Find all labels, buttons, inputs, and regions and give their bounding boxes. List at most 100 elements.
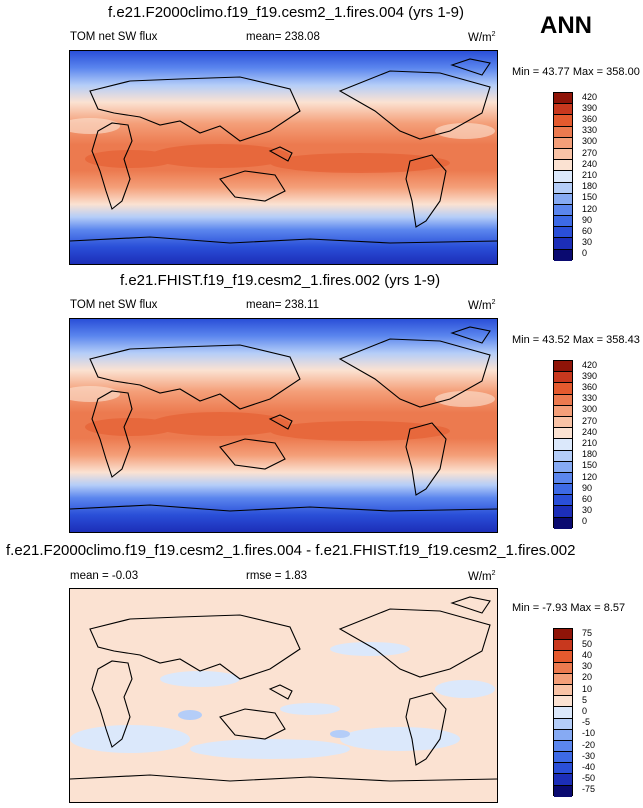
colorbar-segment bbox=[554, 763, 572, 775]
panel-2-minmax: Min = 43.52 Max = 358.43 bbox=[512, 334, 640, 346]
colorbar-segment bbox=[554, 361, 572, 373]
colorbar-segment bbox=[554, 249, 572, 261]
colorbar-tick-label: 420 bbox=[582, 359, 598, 370]
colorbar-tick-label: 330 bbox=[582, 393, 598, 404]
colorbar-segment bbox=[554, 662, 572, 674]
panel-1-colorbar bbox=[553, 92, 573, 261]
colorbar-segment bbox=[554, 472, 572, 485]
panel-3-title: f.e21.F2000climo.f19_f19.cesm2_1.fires.0… bbox=[6, 542, 576, 559]
colorbar-segment bbox=[554, 238, 572, 250]
colorbar-tick-label: -5 bbox=[582, 717, 591, 728]
panel-3-map bbox=[69, 588, 498, 803]
colorbar-segment bbox=[554, 495, 572, 507]
panel-3-minmax: Min = -7.93 Max = 8.57 bbox=[512, 602, 626, 614]
colorbar-segment bbox=[554, 160, 572, 172]
colorbar-tick-label: 270 bbox=[582, 415, 598, 426]
colorbar-tick-label: 150 bbox=[582, 192, 598, 203]
panel-1-minmax: Min = 43.77 Max = 358.00 bbox=[512, 66, 640, 78]
colorbar-segment bbox=[554, 774, 572, 786]
colorbar-segment bbox=[554, 115, 572, 127]
panel-2-map-svg bbox=[70, 319, 497, 532]
panel-2-mean-label: mean= 238.11 bbox=[246, 299, 319, 311]
colorbar-tick-label: 360 bbox=[582, 114, 598, 124]
colorbar-tick-label: 5 bbox=[582, 694, 588, 705]
colorbar-segment bbox=[554, 517, 572, 529]
colorbar-segment bbox=[554, 785, 572, 797]
colorbar-segment bbox=[554, 629, 572, 641]
panel-1-map-svg bbox=[70, 51, 497, 264]
colorbar-segment bbox=[554, 484, 572, 496]
colorbar-segment bbox=[554, 93, 572, 105]
colorbar-segment bbox=[554, 673, 572, 685]
colorbar-segment bbox=[554, 372, 572, 384]
colorbar-tick-label: 0 bbox=[582, 706, 588, 716]
panel-2-colorbar bbox=[553, 360, 573, 529]
colorbar-tick-label: -30 bbox=[582, 750, 596, 761]
colorbar-segment bbox=[554, 126, 572, 138]
colorbar-segment bbox=[554, 740, 572, 753]
colorbar-tick-label: 240 bbox=[582, 158, 598, 169]
panel-2-field-label: TOM net SW flux bbox=[70, 299, 158, 311]
panel-2-units: W/m2 bbox=[468, 299, 496, 312]
colorbar-segment bbox=[554, 227, 572, 239]
colorbar-segment bbox=[554, 461, 572, 473]
colorbar-tick-label: -40 bbox=[582, 762, 596, 772]
colorbar-tick-label: 30 bbox=[582, 505, 593, 516]
colorbar-tick-label: 180 bbox=[582, 181, 598, 192]
colorbar-segment bbox=[554, 729, 572, 741]
panel-3-colorbar bbox=[553, 628, 573, 797]
colorbar-segment bbox=[554, 752, 572, 764]
colorbar-segment bbox=[554, 104, 572, 116]
colorbar-tick-label: 30 bbox=[582, 661, 593, 672]
season-label: ANN bbox=[540, 12, 592, 39]
colorbar-tick-label: 210 bbox=[582, 170, 598, 180]
colorbar-tick-label: -10 bbox=[582, 728, 596, 739]
colorbar-segment bbox=[554, 137, 572, 149]
colorbar-tick-label: -20 bbox=[582, 739, 596, 750]
colorbar-tick-label: 390 bbox=[582, 370, 598, 381]
colorbar-segment bbox=[554, 651, 572, 663]
colorbar-tick-label: 120 bbox=[582, 471, 598, 482]
colorbar-tick-label: -50 bbox=[582, 773, 596, 784]
panel-2-map bbox=[69, 318, 498, 533]
colorbar-tick-label: 150 bbox=[582, 460, 598, 471]
colorbar-tick-label: 50 bbox=[582, 638, 593, 649]
colorbar-tick-label: 10 bbox=[582, 683, 593, 694]
colorbar-tick-label: 330 bbox=[582, 125, 598, 136]
colorbar-tick-label: 30 bbox=[582, 237, 593, 248]
colorbar-segment bbox=[554, 718, 572, 730]
panel-3-mean-label: mean = -0.03 bbox=[70, 570, 139, 582]
panel-3-units: W/m2 bbox=[468, 570, 496, 583]
colorbar-tick-label: 0 bbox=[582, 516, 588, 527]
panel-1-units: W/m2 bbox=[468, 31, 496, 44]
colorbar-tick-label: 60 bbox=[582, 226, 593, 236]
colorbar-segment bbox=[554, 394, 572, 406]
colorbar-tick-label: 20 bbox=[582, 672, 593, 683]
colorbar-tick-label: 90 bbox=[582, 482, 593, 493]
colorbar-tick-label: 210 bbox=[582, 438, 598, 448]
panel-3-map-svg bbox=[70, 589, 497, 802]
colorbar-segment bbox=[554, 640, 572, 652]
colorbar-segment bbox=[554, 383, 572, 395]
colorbar-tick-label: 90 bbox=[582, 214, 593, 225]
colorbar-segment bbox=[554, 696, 572, 708]
panel-1-field-label: TOM net SW flux bbox=[70, 31, 158, 43]
colorbar-tick-label: 40 bbox=[582, 650, 593, 660]
colorbar-segment bbox=[554, 204, 572, 217]
colorbar-tick-label: 120 bbox=[582, 203, 598, 214]
colorbar-segment bbox=[554, 450, 572, 462]
panel-1-title: f.e21.F2000climo.f19_f19.cesm2_1.fires.0… bbox=[108, 4, 465, 21]
colorbar-segment bbox=[554, 193, 572, 205]
colorbar-segment bbox=[554, 216, 572, 228]
colorbar-tick-label: -75 bbox=[582, 784, 596, 795]
panel-1-map bbox=[69, 50, 498, 265]
colorbar-tick-label: 270 bbox=[582, 147, 598, 158]
panel-1-mean-label: mean= 238.08 bbox=[246, 31, 320, 43]
colorbar-tick-label: 300 bbox=[582, 404, 598, 415]
colorbar-tick-label: 0 bbox=[582, 248, 588, 259]
colorbar-segment bbox=[554, 148, 572, 161]
colorbar-segment bbox=[554, 707, 572, 719]
colorbar-segment bbox=[554, 439, 572, 451]
colorbar-tick-label: 300 bbox=[582, 136, 598, 147]
panel-2-title: f.e21.FHIST.f19_f19.cesm2_1.fires.002 (y… bbox=[120, 272, 441, 289]
